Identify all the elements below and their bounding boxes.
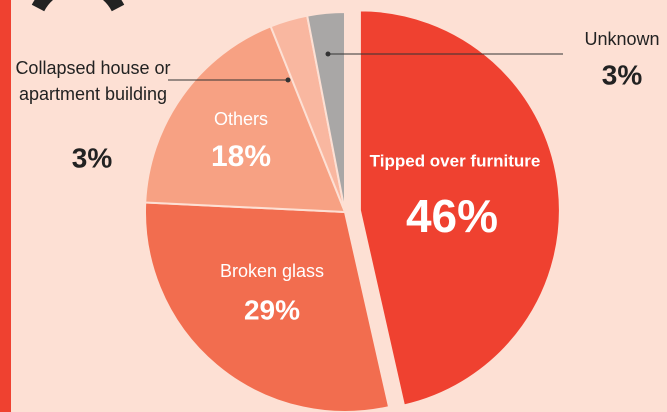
category-label: Others — [214, 109, 268, 129]
decor-arc — [31, 0, 125, 12]
category-label: Unknown — [584, 29, 659, 49]
side-bar — [0, 0, 11, 412]
leader-dot — [285, 77, 291, 83]
category-label: Broken glass — [220, 261, 324, 281]
value-label: 29% — [244, 294, 300, 325]
value-label: 3% — [602, 59, 643, 90]
leader-dot — [325, 51, 331, 57]
pie-slice — [305, 10, 346, 213]
category-label: Tipped over furniture — [370, 151, 541, 170]
pie-slice — [144, 25, 347, 214]
pie-slice — [358, 9, 561, 407]
category-label: Collapsed house or apartment building — [15, 58, 171, 104]
value-label: 3% — [72, 142, 113, 173]
value-label: 46% — [406, 190, 498, 242]
value-label: 18% — [211, 140, 271, 173]
